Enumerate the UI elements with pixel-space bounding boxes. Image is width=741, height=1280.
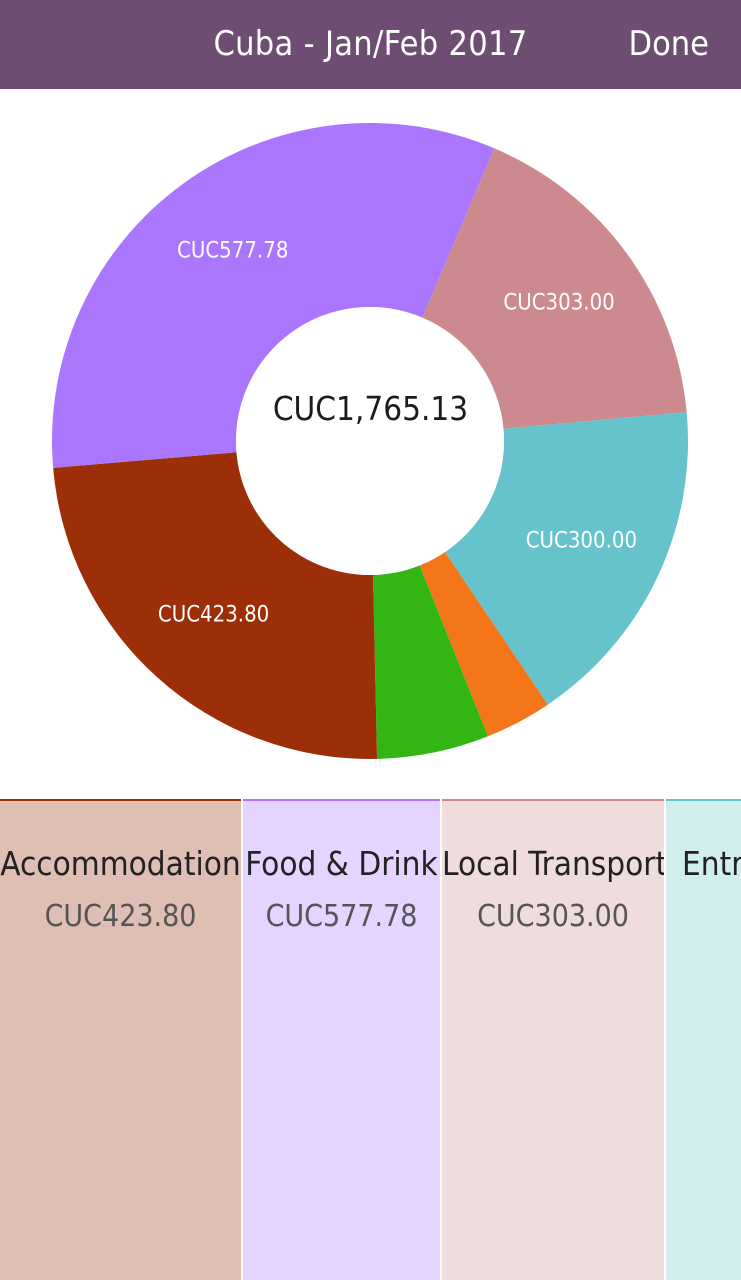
donut-chart-svg — [52, 122, 688, 759]
done-button[interactable]: Done — [628, 24, 709, 64]
category-name: Local Transport — [442, 844, 664, 883]
category-name: Accommodation — [0, 844, 241, 883]
slice-label: CUC303.00 — [503, 290, 615, 316]
donut-slice[interactable] — [419, 552, 548, 737]
category-cards[interactable]: Accommodation CUC423.80 Food & Drink CUC… — [0, 799, 741, 1280]
donut-hole — [236, 307, 504, 575]
category-amount: CUC423.80 — [44, 899, 197, 934]
donut-slice[interactable] — [422, 148, 687, 429]
total-amount: CUC1,765.13 — [272, 389, 469, 428]
category-amount: CUC303.00 — [477, 899, 629, 934]
donut-slice[interactable] — [53, 452, 378, 759]
category-name: Food & Drink — [245, 844, 438, 883]
donut-slice[interactable] — [52, 122, 495, 468]
nav-bar: Cuba - Jan/Feb 2017 Done — [0, 0, 741, 89]
slice-label: CUC300.00 — [525, 528, 638, 554]
slice-label: CUC423.80 — [157, 602, 270, 628]
category-card-entry[interactable]: Entry — [666, 799, 741, 1280]
category-card-food-drink[interactable]: Food & Drink CUC577.78 — [243, 799, 440, 1280]
category-name: Entry — [682, 844, 741, 883]
slice-label: CUC577.78 — [177, 238, 289, 264]
donut-slice[interactable] — [372, 565, 488, 759]
category-amount: CUC577.78 — [265, 899, 418, 934]
category-card-accommodation[interactable]: Accommodation CUC423.80 — [0, 799, 241, 1280]
category-card-local-transport[interactable]: Local Transport CUC303.00 — [442, 799, 664, 1280]
donut-chart: CUC303.00 CUC300.00 CUC423.80 CUC577.78 CUC… — [0, 89, 741, 799]
donut-slice[interactable] — [444, 412, 688, 705]
page-title: Cuba - Jan/Feb 2017 — [213, 24, 528, 64]
